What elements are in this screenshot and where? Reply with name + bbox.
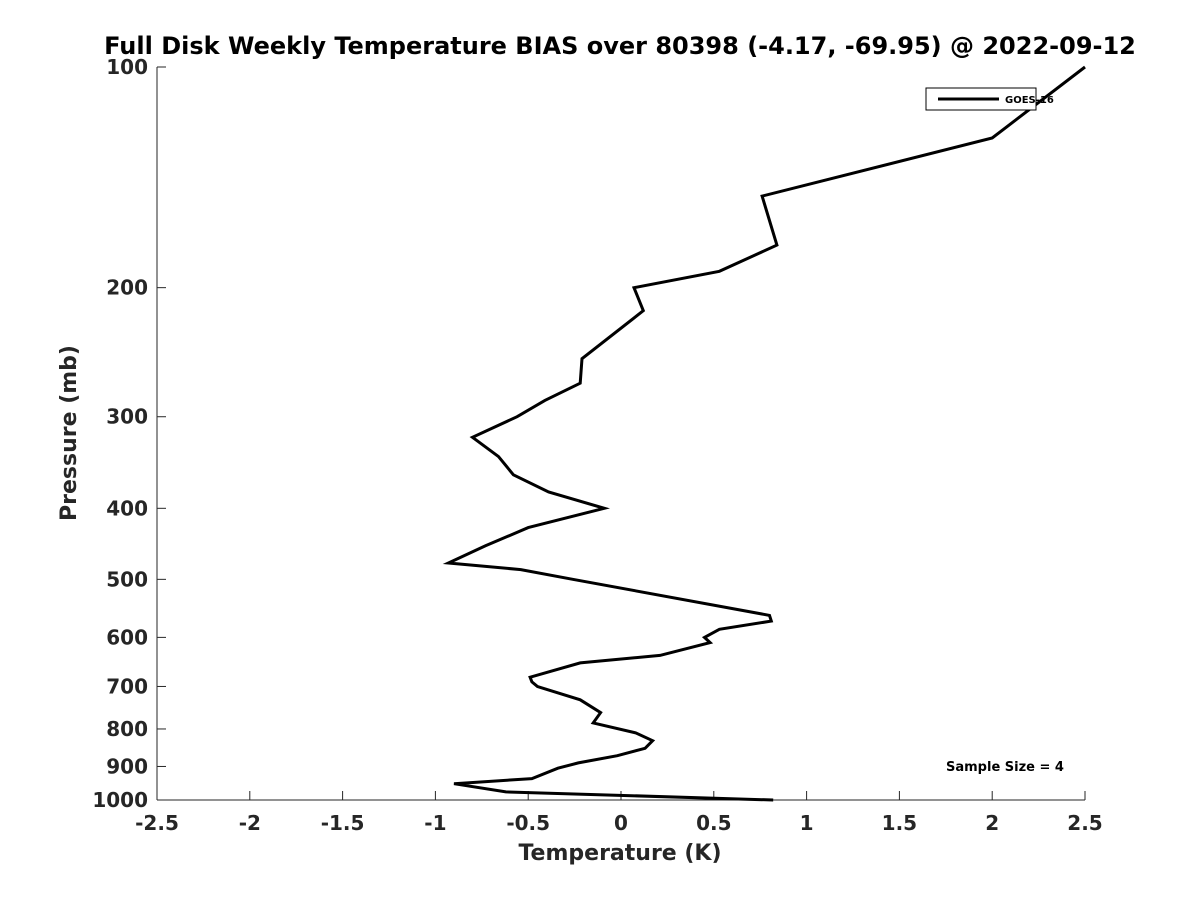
x-tick-label: 2 [985,811,999,835]
x-axis-ticks: -2.5 -2 -1.5 -1 -0.5 0 0.5 1 1.5 2 2.5 [135,791,1103,835]
y-axis-ticks: 100 200 300 400 500 600 700 800 900 1000 [92,55,166,812]
x-tick-label: -1 [424,811,446,835]
y-tick-label: 500 [106,567,148,591]
y-tick-label: 100 [106,55,148,79]
y-tick-label: 900 [106,754,148,778]
series-line-goes-16 [442,65,1086,802]
y-tick-label: 1000 [92,788,148,812]
x-tick-label: 0 [614,811,628,835]
x-tick-label: 0.5 [696,811,731,835]
x-axis-label: Temperature (K) [518,841,721,866]
y-tick-label: 700 [106,674,148,698]
x-tick-label: -1.5 [321,811,365,835]
y-tick-label: 300 [106,405,148,429]
sample-size-annotation: Sample Size = 4 [946,760,1064,775]
x-tick-label: -0.5 [506,811,550,835]
series-group [442,65,1086,802]
y-tick-label: 600 [106,625,148,649]
x-tick-label: -2 [239,811,261,835]
y-axis-label: Pressure (mb) [57,345,82,521]
chart-title: Full Disk Weekly Temperature BIAS over 8… [104,32,1136,60]
y-tick-label: 200 [106,276,148,300]
y-tick-label: 400 [106,496,148,520]
x-tick-label: 1.5 [882,811,917,835]
x-tick-label: -2.5 [135,811,179,835]
y-tick-label: 800 [106,717,148,741]
x-tick-label: 1 [800,811,814,835]
x-tick-label: 2.5 [1067,811,1102,835]
legend-label-goes-16: GOES-16 [1005,95,1054,106]
legend: GOES-16 [925,87,1054,111]
